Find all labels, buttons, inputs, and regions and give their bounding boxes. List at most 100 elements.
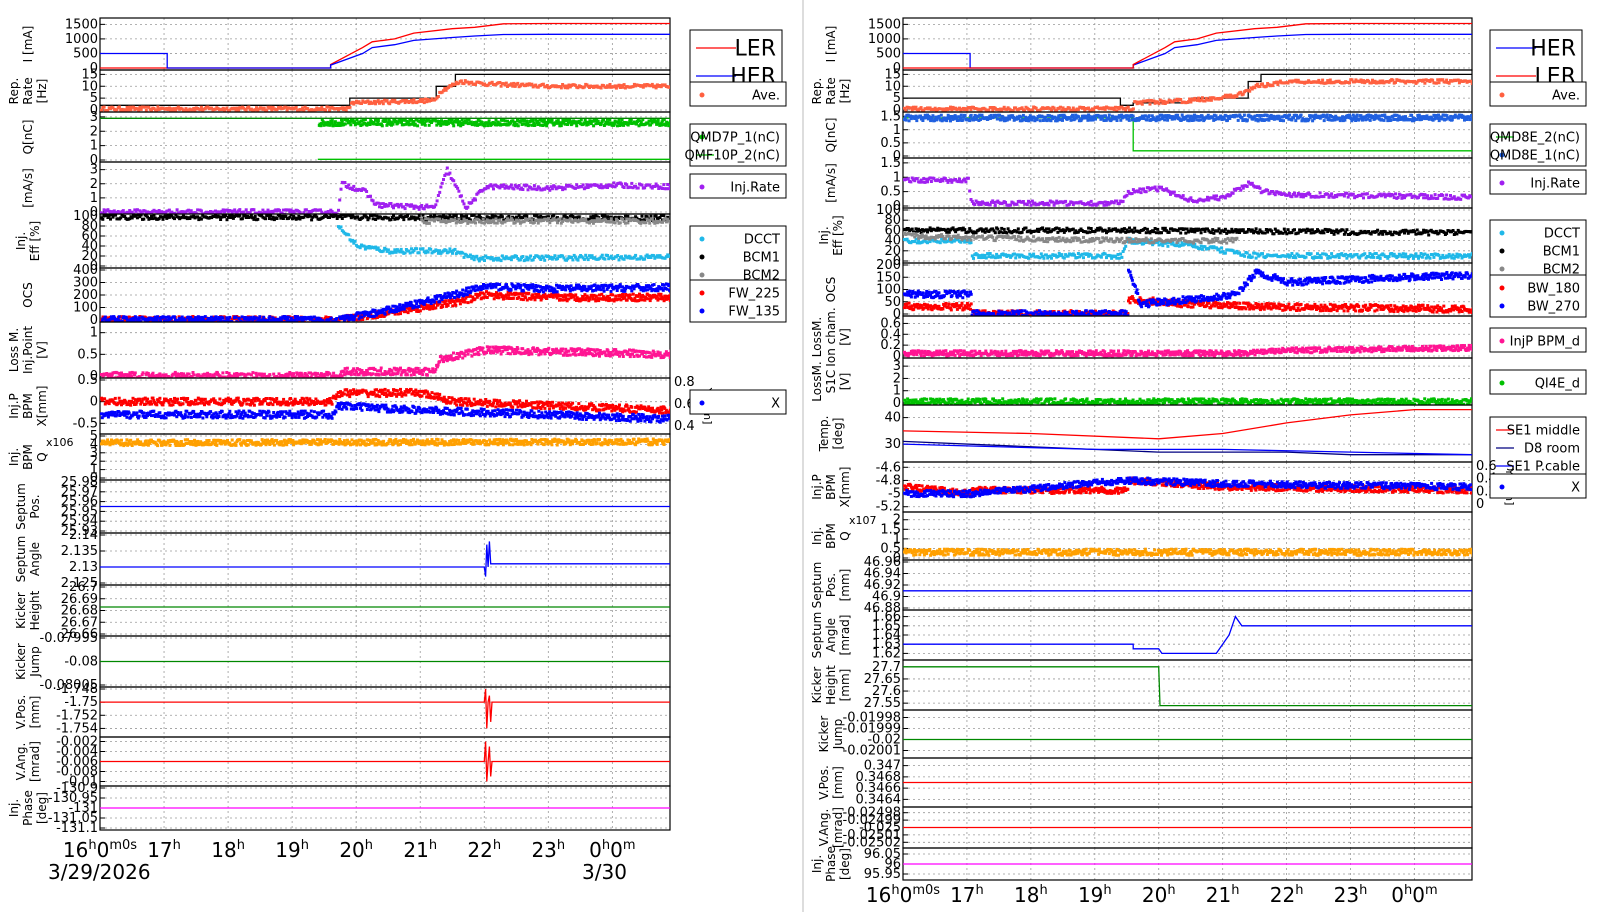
data-point	[283, 212, 287, 214]
data-point	[212, 397, 216, 401]
data-point	[488, 284, 492, 288]
data-point	[594, 122, 598, 126]
data-point	[146, 210, 150, 214]
data-point	[442, 122, 446, 126]
data-point	[662, 183, 666, 187]
data-point	[314, 374, 318, 378]
data-point	[105, 214, 109, 217]
data-point	[188, 211, 192, 214]
data-point	[374, 102, 378, 106]
data-point	[355, 367, 359, 371]
data-point	[421, 98, 425, 101]
data-point	[253, 108, 257, 112]
data-point	[266, 320, 270, 322]
data-point	[571, 288, 575, 292]
data-point	[174, 108, 178, 112]
data-point	[384, 118, 388, 122]
data-point	[139, 402, 143, 406]
data-point	[260, 402, 264, 406]
data-point	[562, 84, 566, 88]
data-point	[584, 296, 588, 300]
data-point	[365, 190, 369, 193]
data-point	[466, 80, 470, 84]
data-point	[361, 216, 365, 220]
data-point	[410, 122, 414, 126]
data-point	[368, 372, 372, 376]
data-point	[371, 217, 375, 221]
data-point	[513, 124, 517, 128]
data-point	[231, 216, 235, 220]
data-point	[129, 403, 133, 407]
data-point	[515, 254, 518, 258]
data-point	[370, 367, 374, 370]
data-point	[517, 295, 521, 299]
data-point	[484, 254, 488, 258]
data-point	[342, 314, 346, 318]
data-point	[212, 374, 216, 378]
data-point	[573, 350, 577, 354]
data-point	[402, 304, 405, 308]
data-point	[151, 217, 155, 221]
data-point	[618, 86, 622, 89]
data-point	[337, 208, 340, 212]
data-point	[138, 215, 142, 219]
data-point	[248, 320, 252, 322]
data-point	[614, 348, 618, 352]
data-point	[408, 304, 412, 308]
data-point	[249, 214, 253, 217]
data-point	[429, 247, 433, 251]
data-point	[159, 375, 163, 378]
data-point	[389, 218, 393, 222]
data-point	[505, 285, 509, 289]
data-point	[344, 314, 348, 318]
data-point	[452, 214, 456, 218]
data-point	[390, 216, 394, 219]
data-point	[369, 194, 372, 198]
data-point	[447, 294, 451, 298]
data-point	[654, 182, 658, 186]
data-point	[203, 403, 206, 407]
data-point	[323, 121, 327, 125]
data-point	[544, 348, 548, 351]
data-point	[646, 288, 650, 292]
legend-swatch	[699, 92, 705, 98]
data-point	[603, 185, 607, 189]
data-point	[153, 317, 156, 321]
data-point	[450, 118, 454, 122]
data-point	[594, 219, 598, 223]
data-point	[223, 210, 226, 214]
data-point	[403, 369, 407, 373]
data-point	[498, 349, 502, 353]
data-point	[174, 212, 178, 214]
data-point	[135, 216, 139, 220]
data-point	[519, 283, 523, 287]
data-point	[492, 218, 495, 222]
data-point	[480, 257, 484, 261]
data-point	[450, 294, 454, 297]
data-point	[438, 190, 442, 194]
data-point	[398, 303, 402, 307]
data-point	[548, 295, 552, 299]
data-point	[318, 122, 322, 126]
data-point	[353, 239, 357, 243]
data-point	[512, 187, 516, 191]
data-point	[462, 217, 466, 221]
data-point	[355, 118, 359, 122]
data-point	[170, 210, 174, 214]
data-point	[173, 370, 177, 374]
data-point	[503, 119, 507, 123]
data-point	[217, 215, 221, 219]
data-point	[660, 286, 664, 290]
data-point	[628, 293, 632, 297]
data-point	[206, 317, 210, 320]
data-point	[584, 351, 588, 355]
data-point	[101, 217, 105, 221]
series-group	[100, 22, 670, 69]
data-point	[388, 102, 392, 106]
data-point	[504, 81, 508, 85]
data-point	[218, 397, 222, 401]
data-point	[457, 217, 461, 221]
